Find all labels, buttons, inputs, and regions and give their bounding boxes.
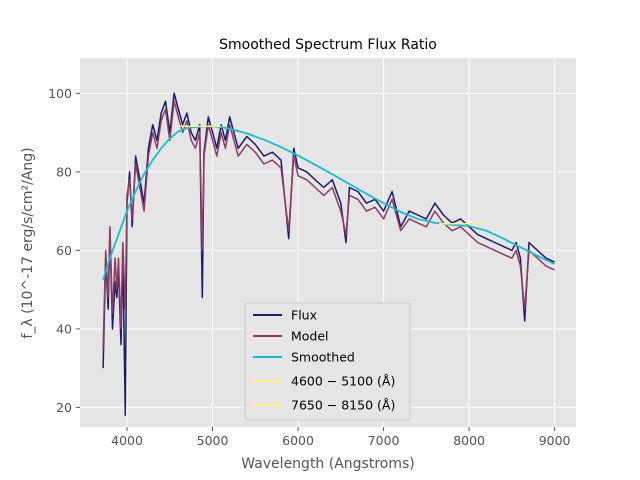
legend-item: 7650 − 8150 (Å) bbox=[253, 398, 395, 413]
chart-title: Smoothed Spectrum Flux Ratio bbox=[219, 37, 437, 53]
series-layer bbox=[102, 92, 555, 416]
y-tick-label: 60 bbox=[56, 243, 72, 258]
legend-label: Smoothed bbox=[291, 350, 355, 365]
series-line-smoothed bbox=[102, 125, 555, 281]
x-axis-label: Wavelength (Angstroms) bbox=[241, 456, 415, 472]
x-tick-label: 5000 bbox=[197, 433, 229, 448]
x-tick-label: 8000 bbox=[453, 433, 485, 448]
y-tick-label: 20 bbox=[56, 400, 72, 415]
x-tick-label: 4000 bbox=[111, 433, 143, 448]
legend-label: 7650 − 8150 (Å) bbox=[291, 398, 395, 413]
y-axis: 20 40 60 80 100 bbox=[48, 86, 80, 415]
legend-box bbox=[244, 302, 411, 421]
legend: Flux Model Smoothed 4600 − 5100 (Å) 7650… bbox=[244, 302, 411, 421]
y-tick-label: 100 bbox=[48, 86, 72, 101]
legend-item: 4600 − 5100 (Å) bbox=[253, 374, 395, 389]
legend-item: Flux bbox=[253, 308, 317, 323]
legend-label: 4600 − 5100 (Å) bbox=[291, 374, 395, 389]
legend-label: Flux bbox=[291, 308, 317, 323]
legend-item: Model bbox=[253, 329, 329, 344]
x-axis: 4000 5000 6000 7000 8000 9000 bbox=[111, 427, 571, 448]
y-axis-label: f_λ (10^-17 erg/s/cm²/Ang) bbox=[20, 147, 36, 338]
x-tick-label: 9000 bbox=[539, 433, 571, 448]
legend-item: Smoothed bbox=[253, 350, 355, 365]
x-tick-label: 6000 bbox=[282, 433, 314, 448]
series-line-model bbox=[102, 100, 555, 349]
y-tick-label: 40 bbox=[56, 321, 72, 336]
x-tick-label: 7000 bbox=[368, 433, 400, 448]
y-tick-label: 80 bbox=[56, 164, 72, 179]
legend-label: Model bbox=[291, 329, 329, 344]
